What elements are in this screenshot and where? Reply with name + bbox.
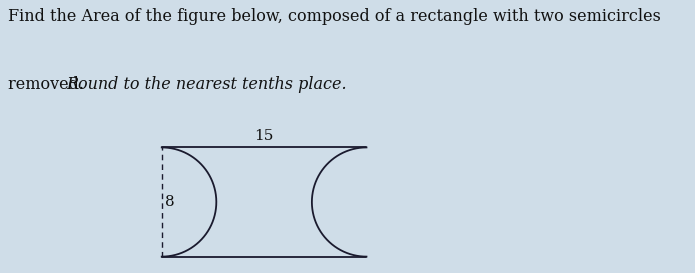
- Text: 8: 8: [165, 195, 174, 209]
- Text: Find the Area of the figure below, composed of a rectangle with two semicircles: Find the Area of the figure below, compo…: [8, 8, 661, 25]
- Text: removed.: removed.: [8, 76, 90, 93]
- Text: Round to the nearest tenths place.: Round to the nearest tenths place.: [66, 76, 347, 93]
- Text: 15: 15: [254, 129, 274, 143]
